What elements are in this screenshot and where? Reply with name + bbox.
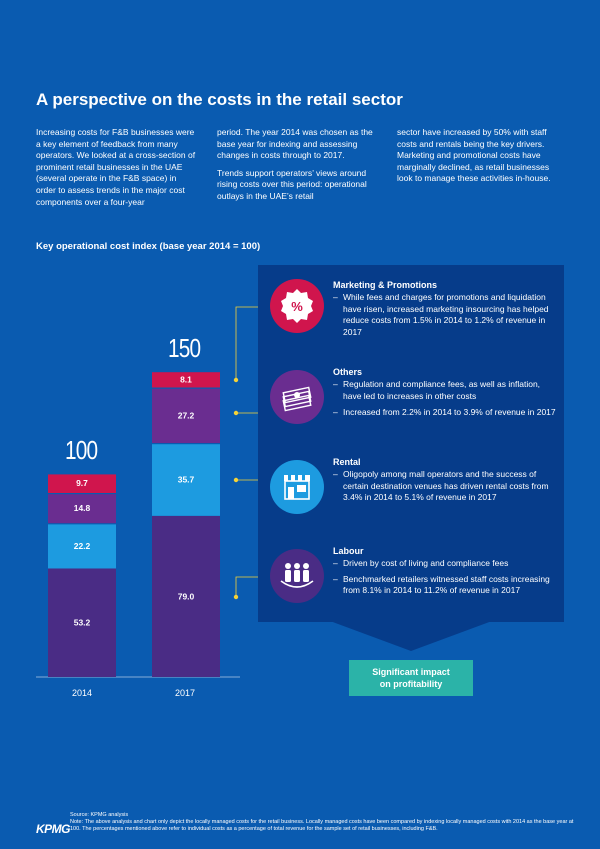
dot-rental — [233, 477, 239, 483]
panel-arrow — [330, 621, 492, 651]
intro-text-2a: period. The year 2014 was chosen as the … — [217, 127, 373, 161]
item-title-labour: Labour — [333, 546, 364, 556]
impact-box: Significant impact on profitability — [349, 660, 473, 696]
bar-rental-2014 — [48, 524, 116, 569]
connector-dots — [233, 377, 239, 600]
item-bullet: – While fees and charges for promotions a… — [333, 292, 558, 338]
dot-others — [233, 410, 239, 416]
bullet-dash: – — [333, 292, 338, 302]
bar-label-others-2014: 14.8 — [74, 503, 91, 513]
dot-marketing — [233, 377, 239, 383]
connector-marketing — [235, 306, 266, 380]
item-title-marketing: Marketing & Promotions — [333, 280, 438, 290]
intro-column-1: Increasing costs for F&B businesses were… — [36, 127, 196, 214]
item-marketing: Marketing & Promotions – While fees and c… — [333, 280, 558, 338]
bullet-text: While fees and charges for promotions an… — [343, 292, 549, 337]
dot-labour — [233, 594, 239, 600]
bullet-dash: – — [333, 379, 338, 389]
page-title: A perspective on the costs in the retail… — [36, 90, 403, 109]
bar-others-2014 — [48, 494, 116, 524]
bar-label-marketing-2017: 8.1 — [180, 374, 192, 384]
bullet-dash: – — [333, 558, 338, 568]
chart-title: Key operational cost index (base year 20… — [36, 241, 261, 252]
bar-marketing-2014 — [48, 474, 116, 493]
item-bullet: – Oligopoly among mall operators and the … — [333, 469, 558, 504]
bar-label-rental-2017: 35.7 — [178, 474, 195, 484]
bullet-text: Regulation and compliance fees, as well … — [343, 379, 541, 401]
item-bullet: – Increased from 2.2% in 2014 to 3.9% of … — [333, 407, 558, 419]
x-tick-2014: 2014 — [72, 688, 93, 698]
intro-text-2b: Trends support operators’ views around r… — [217, 167, 367, 201]
bars-group: 53.2 22.2 14.8 9.7 79.0 35.7 27.2 8.1 — [48, 372, 220, 677]
bar-label-labour-2014: 53.2 — [74, 618, 91, 628]
svg-text:%: % — [291, 299, 303, 314]
bar-label-labour-2017: 79.0 — [178, 591, 195, 601]
bar-label-others-2017: 27.2 — [178, 410, 195, 420]
footer-notes: Source: KPMG analysis Note: The above an… — [70, 812, 580, 833]
item-labour: Labour – Driven by cost of living and com… — [333, 546, 558, 597]
item-bullet: – Driven by cost of living and compliance… — [333, 558, 558, 570]
bullet-text: Increased from 2.2% in 2014 to 3.9% of r… — [343, 407, 556, 418]
bar-labour-2014 — [48, 568, 116, 677]
item-bullet: – Benchmarked retailers witnessed staff c… — [333, 574, 558, 597]
total-label-2014: 100 — [65, 435, 98, 465]
bar-label-marketing-2014: 9.7 — [76, 478, 88, 488]
item-title-others: Others — [333, 367, 363, 377]
intro-column-2: period. The year 2014 was chosen as the … — [217, 127, 377, 209]
impact-line-2: on profitability — [379, 679, 443, 689]
people-group-icon — [270, 549, 324, 603]
x-tick-2017: 2017 — [175, 688, 196, 698]
bar-others-2017 — [152, 388, 220, 444]
footer-note: Note: The above analysis and chart only … — [70, 819, 574, 832]
storefront-icon — [270, 460, 324, 514]
bullet-dash: – — [333, 573, 338, 584]
bar-labour-2017 — [152, 515, 220, 677]
item-rental: Rental – Oligopoly among mall operators a… — [333, 457, 558, 504]
bar-label-rental-2014: 22.2 — [74, 541, 91, 551]
bar-marketing-2017 — [152, 372, 220, 388]
money-stack-icon — [270, 370, 324, 424]
bullet-text: Oligopoly among mall operators and the s… — [343, 469, 549, 503]
bar-rental-2017 — [152, 444, 220, 516]
bullet-text: Benchmarked retailers witnessed staff co… — [343, 573, 550, 596]
percent-tag-icon: % — [270, 279, 324, 333]
total-label-2017: 150 — [168, 333, 201, 363]
item-title-rental: Rental — [333, 457, 361, 467]
item-others: Others – Regulation and compliance fees, … — [333, 367, 558, 419]
intro-text-1: Increasing costs for F&B businesses were… — [36, 127, 196, 207]
kpmg-logo: KPMG — [36, 822, 71, 836]
footer-source: Source: KPMG analysis — [70, 812, 129, 818]
bullet-text: Driven by cost of living and compliance … — [343, 558, 509, 568]
connector-labour — [235, 576, 266, 597]
bullet-dash: – — [333, 469, 338, 479]
intro-text-3: sector have increased by 50% with staff … — [397, 127, 551, 184]
bullet-dash: – — [333, 407, 338, 418]
item-bullet: – Regulation and compliance fees, as well… — [333, 379, 558, 402]
intro-column-3: sector have increased by 50% with staff … — [397, 127, 559, 191]
impact-line-1: Significant impact — [372, 667, 450, 677]
